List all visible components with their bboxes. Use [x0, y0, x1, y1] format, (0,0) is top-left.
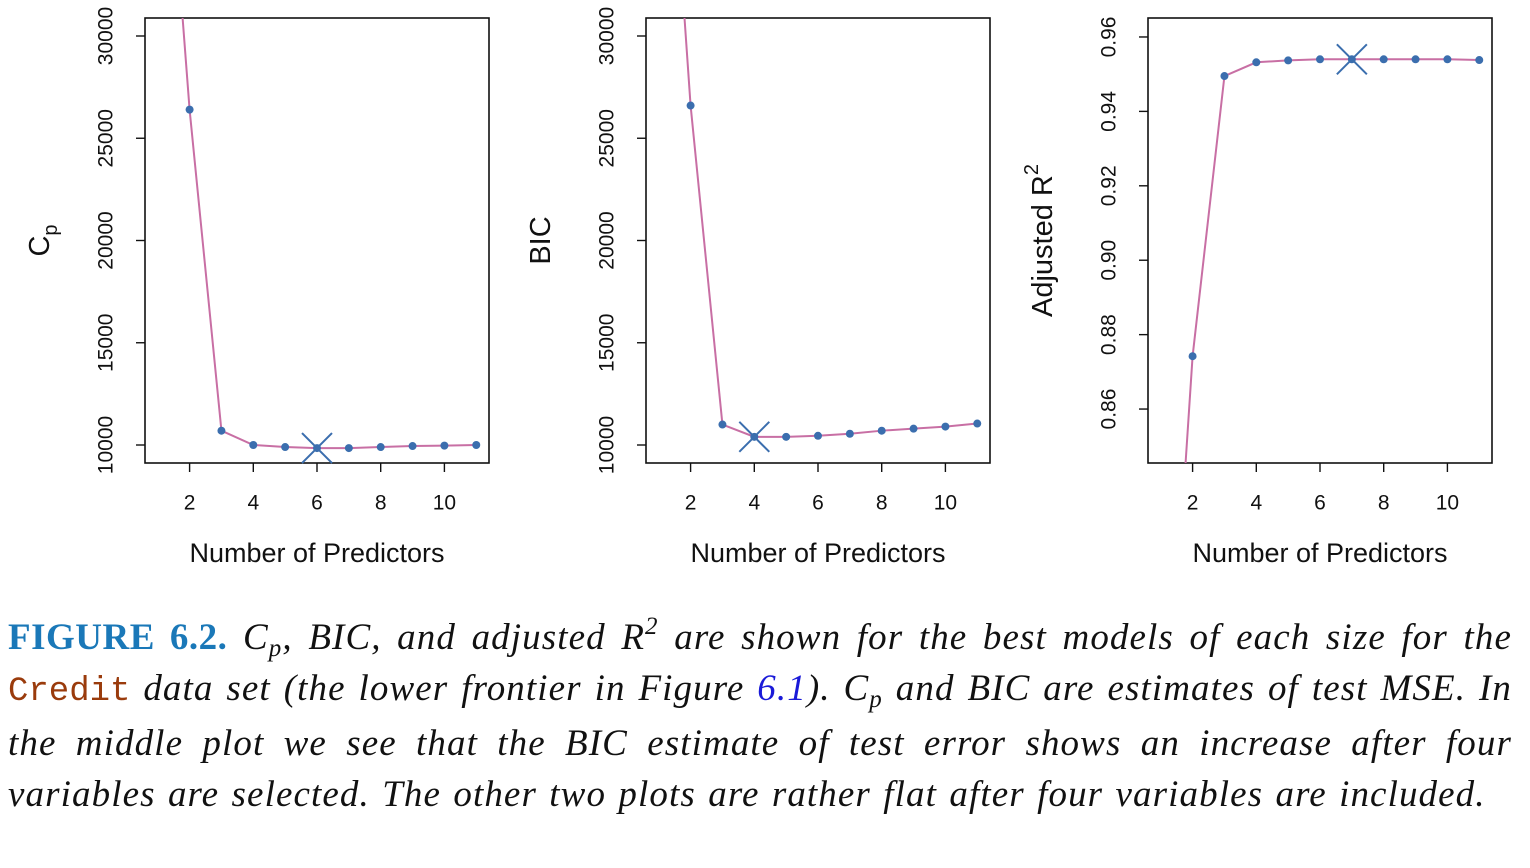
- x-tick-label: 8: [876, 492, 888, 515]
- y-tick-label: 10000: [95, 416, 118, 474]
- plot: 10000 15000 20000 25000 30000 2 4 6 8 10 Number of…: [525, 7, 991, 568]
- caption-sup: 2: [645, 613, 659, 640]
- point: [941, 422, 950, 431]
- point: [973, 419, 982, 428]
- x-tick-label: 10: [934, 492, 957, 515]
- plot: 10000 15000 20000 25000 30000 2 4 6 8 10 Number of…: [24, 7, 490, 568]
- point: [686, 101, 695, 110]
- x-axis-label: Number of Predictors: [189, 538, 444, 568]
- series-line: [1184, 58, 1480, 463]
- point: [845, 429, 854, 438]
- data-area: [181, 18, 481, 453]
- x-tick-label: 2: [1187, 492, 1199, 515]
- y-tick-label: 0.92: [1098, 165, 1121, 206]
- y-axis-label-sup: 2: [1021, 164, 1043, 175]
- caption: FIGURE 6.2. Cp, BIC, and adjusted R2 are…: [8, 612, 1512, 820]
- data-area: [683, 18, 982, 441]
- point: [472, 441, 481, 450]
- caption-sub: p: [268, 635, 283, 662]
- point: [376, 443, 385, 452]
- x-tick-label: 2: [184, 492, 196, 515]
- x-axis-label: Number of Predictors: [690, 538, 945, 568]
- x-tick-label: 6: [812, 492, 824, 515]
- plot-box: [144, 17, 490, 464]
- point: [1379, 55, 1388, 64]
- y-axis-label: Cp: [24, 224, 63, 256]
- y-axis-label-main: Adjusted R: [1027, 175, 1059, 317]
- point: [1443, 55, 1452, 64]
- x-tick-label: 10: [433, 492, 456, 515]
- point: [440, 441, 449, 450]
- point: [1188, 352, 1197, 361]
- x-tick-label: 2: [685, 492, 697, 515]
- y-tick-label: 10000: [596, 416, 619, 474]
- plot: 0.86 0.88 0.90 0.92 0.94 0.96 2 4 6 8 10 Number of …: [1021, 17, 1493, 568]
- y-tick-label: 25000: [95, 109, 118, 167]
- caption-code: Credit: [8, 673, 131, 711]
- x-tick-label: 6: [311, 492, 323, 515]
- point: [909, 424, 918, 433]
- y-axis-label: Adjusted R2: [1021, 164, 1058, 317]
- point: [185, 105, 194, 114]
- y-axis-label-sub: p: [40, 224, 62, 235]
- caption-link[interactable]: 6.1: [757, 668, 807, 709]
- x-tick-label: 6: [1314, 492, 1326, 515]
- y-tick-label: 0.86: [1098, 389, 1121, 430]
- caption-sub: p: [869, 686, 883, 713]
- best-marker: [1336, 43, 1368, 76]
- y-tick-label: 20000: [95, 211, 118, 269]
- point: [1220, 72, 1229, 81]
- best-marker: [301, 432, 333, 464]
- point: [344, 444, 353, 453]
- point: [1284, 56, 1293, 65]
- point: [877, 426, 886, 435]
- point: [281, 443, 290, 452]
- best-marker: [738, 421, 771, 453]
- point: [1411, 55, 1420, 64]
- y-tick-label: 20000: [596, 211, 619, 269]
- x-tick-label: 10: [1436, 492, 1459, 515]
- y-tick-label: 0.90: [1098, 240, 1121, 281]
- point: [718, 420, 727, 429]
- y-tick-label: 25000: [596, 109, 619, 167]
- series-line: [181, 18, 477, 450]
- y-tick-label: 15000: [95, 314, 118, 372]
- caption-text: ). C: [806, 668, 870, 709]
- y-axis-label-main: C: [24, 236, 56, 257]
- caption-text: are shown for the best models of each si…: [658, 617, 1512, 658]
- figure-label: FIGURE 6.2.: [8, 617, 228, 658]
- y-tick-label: 15000: [596, 314, 619, 372]
- charts: 10000 15000 20000 25000 30000 2 4 6 8 10 Number of…: [24, 7, 1493, 568]
- y-tick-label: 30000: [95, 7, 118, 65]
- y-axis-label-main: BIC: [525, 216, 557, 264]
- caption-text: , BIC, and adjusted R: [282, 617, 646, 658]
- point: [814, 431, 822, 440]
- caption-text: C: [227, 617, 269, 658]
- y-tick-label: 0.94: [1098, 91, 1121, 132]
- caption-text: and BIC are estimates of test MSE. In th…: [8, 668, 1512, 815]
- plot-box: [645, 17, 991, 464]
- x-axis-label: Number of Predictors: [1192, 538, 1447, 568]
- point: [1475, 56, 1484, 65]
- point: [217, 426, 226, 435]
- point: [408, 442, 417, 451]
- x-tick-label: 8: [1378, 492, 1390, 515]
- x-tick-label: 8: [375, 492, 387, 515]
- series-line: [683, 18, 978, 438]
- y-axis-label: BIC: [525, 216, 557, 264]
- y-tick-label: 30000: [596, 7, 619, 65]
- caption-text: data set (the lower frontier in Figure: [130, 668, 758, 709]
- y-tick-label: 0.88: [1098, 314, 1121, 355]
- plot-box: [1147, 17, 1493, 464]
- x-tick-label: 4: [247, 492, 259, 515]
- point: [1252, 58, 1261, 67]
- x-tick-label: 4: [1250, 492, 1262, 515]
- point: [1316, 55, 1324, 64]
- y-tick-label: 0.96: [1098, 17, 1121, 58]
- data-area: [1184, 55, 1484, 463]
- point: [249, 441, 258, 450]
- x-tick-label: 4: [748, 492, 760, 515]
- point: [782, 432, 791, 441]
